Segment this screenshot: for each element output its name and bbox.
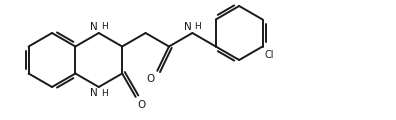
Text: O: O <box>146 74 154 84</box>
Text: H: H <box>194 22 201 31</box>
Text: O: O <box>138 100 146 110</box>
Text: H: H <box>101 22 108 31</box>
Text: Cl: Cl <box>265 50 274 60</box>
Text: H: H <box>101 89 108 98</box>
Text: N: N <box>90 22 98 32</box>
Text: N: N <box>184 22 191 32</box>
Text: N: N <box>90 88 98 98</box>
